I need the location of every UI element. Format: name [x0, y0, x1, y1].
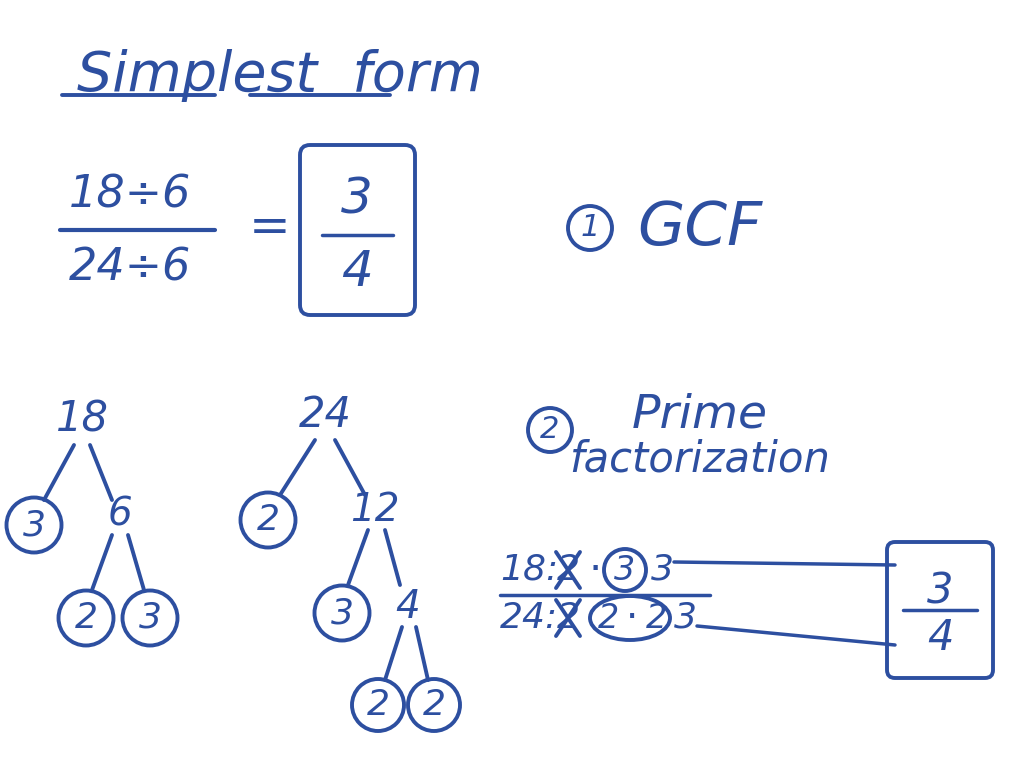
Text: 2: 2 [256, 503, 280, 537]
Text: 2: 2 [597, 601, 618, 634]
Text: ·: · [589, 549, 602, 591]
Text: 12: 12 [350, 491, 399, 529]
FancyBboxPatch shape [300, 145, 415, 315]
Text: 2: 2 [541, 415, 560, 445]
Text: 2: 2 [75, 601, 97, 635]
Text: 2: 2 [367, 688, 389, 722]
Text: 18÷6: 18÷6 [69, 174, 191, 217]
Text: 3: 3 [650, 553, 674, 587]
Text: factorization: factorization [569, 439, 830, 481]
Text: 1: 1 [581, 214, 600, 243]
Text: 24÷6: 24÷6 [69, 247, 191, 290]
Text: 3: 3 [674, 601, 696, 635]
Text: 18: 18 [55, 399, 109, 441]
Text: 3: 3 [341, 176, 373, 224]
Text: 2: 2 [556, 601, 580, 635]
Text: 6: 6 [108, 496, 132, 534]
Text: 4: 4 [341, 248, 373, 296]
Text: Simplest  form: Simplest form [77, 48, 483, 101]
Text: 2: 2 [423, 688, 445, 722]
Text: 2: 2 [645, 601, 667, 634]
Text: 4: 4 [927, 617, 953, 659]
Text: GCF: GCF [637, 198, 763, 257]
Text: 2: 2 [556, 553, 580, 587]
Text: ·: · [626, 599, 638, 637]
Text: Prime: Prime [632, 392, 768, 438]
Text: 3: 3 [138, 601, 162, 635]
FancyBboxPatch shape [887, 542, 993, 678]
Text: 3: 3 [927, 571, 953, 613]
Text: 24: 24 [299, 394, 351, 436]
Text: 3: 3 [23, 508, 45, 542]
Text: 3: 3 [614, 554, 636, 587]
Text: 18:: 18: [500, 553, 558, 587]
Text: =: = [249, 204, 291, 252]
Text: 3: 3 [331, 596, 353, 630]
Text: 24:: 24: [500, 601, 558, 635]
Text: 4: 4 [395, 588, 421, 626]
